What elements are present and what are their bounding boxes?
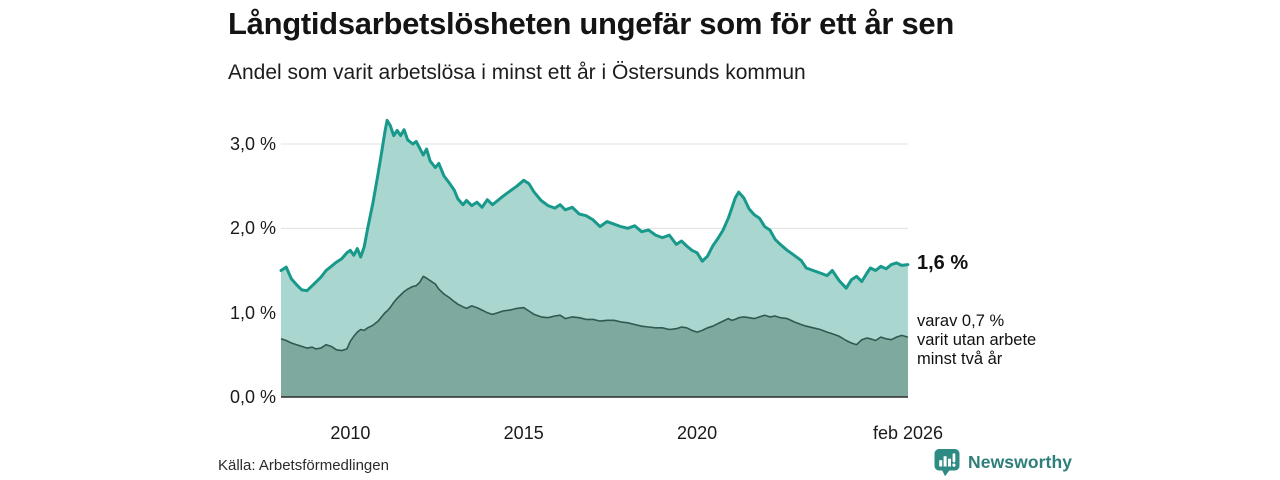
bar-chart-speech-bubble-icon [934, 449, 960, 477]
y-axis-tick-label: 0,0 % [229, 387, 276, 407]
two-year-area [281, 276, 908, 397]
latest-value-label: 1,6 % [917, 251, 969, 274]
x-axis-tick-label: feb 2026 [872, 423, 944, 443]
two-year-line [280, 275, 909, 352]
total-area [281, 120, 908, 398]
y-axis-tick-label: 3,0 % [229, 134, 276, 154]
newsworthy-logo: Newsworthy [934, 448, 1072, 477]
total-line [279, 118, 910, 293]
source-label: Källa: Arbetsförmedlingen [218, 457, 389, 474]
two-year-note-line: varav 0,7 % [917, 312, 1005, 331]
x-axis-tick-label: 2010 [330, 423, 371, 443]
x-axis-tick-label: 2020 [677, 423, 718, 443]
newsworthy-wordmark: Newsworthy [968, 452, 1073, 472]
chart-title: Långtidsarbetslösheten ungefär som för e… [228, 6, 955, 41]
y-axis-tick-label: 2,0 % [229, 218, 276, 239]
two-year-note: varav 0,7 % varit utan arbete minst två … [917, 312, 1036, 369]
x-axis-tick-label: 2015 [503, 423, 544, 443]
two-year-note-line: varit utan arbete [917, 331, 1037, 350]
y-axis-tick-label: 1,0 % [229, 302, 276, 323]
two-year-note-line: minst två år [917, 350, 1003, 369]
chart-subtitle: Andel som varit arbetslösa i minst ett å… [228, 61, 806, 84]
